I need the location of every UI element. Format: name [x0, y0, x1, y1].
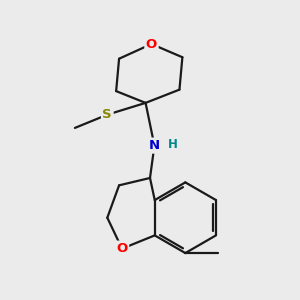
Text: S: S [103, 108, 112, 121]
Text: H: H [168, 138, 178, 151]
Text: N: N [149, 139, 160, 152]
Text: O: O [116, 242, 128, 255]
Text: O: O [146, 38, 157, 50]
